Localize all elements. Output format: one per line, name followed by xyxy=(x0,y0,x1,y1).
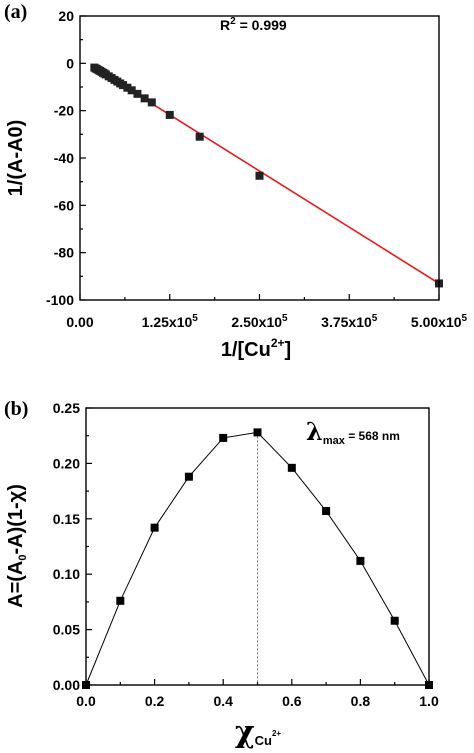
panel-b-y-tick-label: 0.15 xyxy=(53,511,80,527)
panel-b-data-point xyxy=(390,616,399,625)
panel-b-x-tick-label: 0.0 xyxy=(76,693,96,709)
panel-b-y-tick-label: 0.05 xyxy=(53,622,80,638)
panel-b-y-tick-label: 0.10 xyxy=(53,566,80,582)
panel-a-x-tick-label: 2.50x105 xyxy=(231,313,288,330)
panel-b-y-tick-label: 0.00 xyxy=(53,677,80,693)
panel-a-y-tick-label: -80 xyxy=(54,245,74,261)
panel-a-x-tick-label: 5.00x105 xyxy=(411,313,468,330)
panel-a-y-axis-label: 1/(A-A0) xyxy=(5,120,27,197)
panel-b-lambda-annotation: λmax = 568 nm xyxy=(306,417,400,447)
panel-a-x-tick-label: 1.25x105 xyxy=(142,313,199,330)
panel-a-data-point xyxy=(255,171,264,180)
panel-b-x-tick-label: 0.6 xyxy=(282,693,302,709)
panel-b-x-tick-label: 0.8 xyxy=(351,693,371,709)
panel-b-data-point xyxy=(116,596,125,605)
panel-b-label: (b) xyxy=(4,398,28,420)
panel-b-x-tick-label: 0.2 xyxy=(145,693,165,709)
panel-b-data-point xyxy=(219,433,228,442)
panel-a-data-point xyxy=(140,94,149,103)
panel-b-x-axis-label: χCu2+ xyxy=(235,715,282,750)
panel-b-y-axis-label: A=(A0-A)(1-χ) xyxy=(5,484,29,608)
panel-a-data-point xyxy=(165,110,174,119)
panel-a-y-tick-label: -100 xyxy=(46,292,74,308)
panel-a-y-tick-label: 0 xyxy=(66,55,74,71)
panel-b-data-point xyxy=(287,463,296,472)
panel-b-y-tick-label: 0.25 xyxy=(53,400,80,416)
panel-a-points xyxy=(90,63,443,288)
panel-a-data-point xyxy=(123,83,132,92)
panel-a-label: (a) xyxy=(4,1,27,23)
panel-a-y-tick-label: -40 xyxy=(54,150,74,166)
panel-a-x-tick-label: 3.75x105 xyxy=(321,313,378,330)
panel-a-tick-labels: 0.00 1.25x105 2.50x105 3.75x105 5.00x105 20 0 -… xyxy=(46,8,468,330)
panel-a-x-tick-label: 0.00 xyxy=(66,314,93,330)
panel-b-x-tick-label: 0.4 xyxy=(213,693,233,709)
panel-b-data-point xyxy=(253,428,262,437)
panel-b-data-point xyxy=(184,472,193,481)
panel-a-frame xyxy=(79,15,440,301)
panel-a: (a) 0.00 1.25x105 2.50x105 3.75x105 5.00x105… xyxy=(4,1,468,361)
panel-a-r2-annotation: R2 = 0.999 xyxy=(220,16,287,33)
panel-b-x-tick-label: 1.0 xyxy=(419,693,439,709)
panel-b: (b) 0.0 0.2 0.4 0.6 0.8 1.00.000.050.100.150.… xyxy=(4,398,439,750)
panel-a-data-point xyxy=(119,81,128,90)
panel-b-data-point xyxy=(150,523,159,532)
panel-a-y-tick-label: -60 xyxy=(54,197,74,213)
panel-b-y-tick-label: 0.20 xyxy=(53,455,80,471)
panel-b-tick-labels: 0.0 0.2 0.4 0.6 0.8 1.0 0.00 0.05 0.10 0.15 0.20 0.… xyxy=(53,400,439,709)
panel-b-data-point xyxy=(322,507,331,516)
panel-a-data-point xyxy=(127,86,136,95)
panel-a-x-axis-label: 1/[Cu2+] xyxy=(221,336,291,361)
panel-a-data-point xyxy=(147,98,156,107)
panel-b-frame xyxy=(85,407,430,686)
panel-b-data-point xyxy=(356,556,365,565)
panel-a-data-point xyxy=(133,89,142,98)
panel-a-data-point xyxy=(195,132,204,141)
panel-a-ticks xyxy=(79,15,440,301)
panel-a-y-tick-label: -20 xyxy=(54,103,74,119)
panel-a-y-tick-label: 20 xyxy=(58,8,74,24)
